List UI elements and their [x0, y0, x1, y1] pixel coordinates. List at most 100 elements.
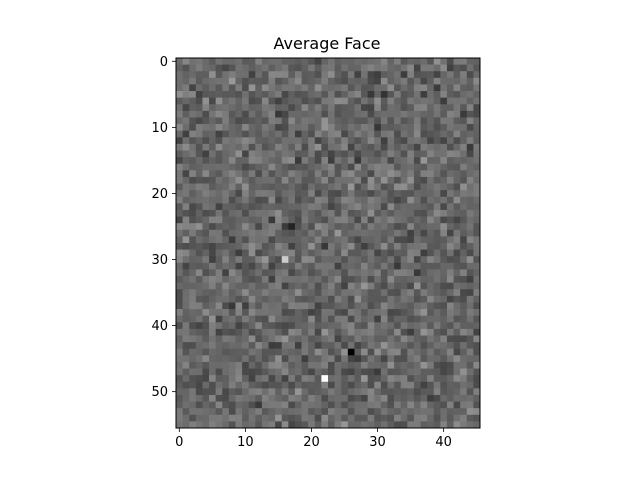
- heatmap-cell: [281, 408, 289, 416]
- heatmap-cell: [413, 269, 421, 277]
- heatmap-cell: [195, 401, 203, 409]
- heatmap-cell: [228, 368, 236, 376]
- heatmap-cell: [453, 276, 461, 283]
- heatmap-cell: [446, 381, 454, 389]
- heatmap-cell: [466, 348, 474, 356]
- heatmap-cell: [374, 183, 382, 191]
- heatmap-cell: [446, 71, 454, 79]
- heatmap-cell: [261, 328, 269, 336]
- heatmap-cell: [215, 249, 223, 257]
- heatmap-cell: [261, 309, 269, 317]
- heatmap-cell: [215, 295, 223, 303]
- heatmap-cell: [334, 196, 342, 204]
- heatmap-cell: [460, 243, 468, 250]
- heatmap-cell: [235, 282, 243, 290]
- heatmap-cell: [182, 355, 190, 363]
- heatmap-cell: [176, 203, 183, 211]
- heatmap-cell: [268, 170, 276, 178]
- heatmap-cell: [308, 421, 316, 429]
- heatmap-cell: [209, 196, 216, 204]
- heatmap-cell: [209, 381, 216, 389]
- heatmap-cell: [341, 243, 349, 250]
- heatmap-cell: [281, 110, 289, 118]
- heatmap-cell: [460, 408, 468, 416]
- heatmap-cell: [321, 295, 329, 303]
- heatmap-cell: [440, 368, 448, 376]
- heatmap-cell: [176, 388, 183, 396]
- heatmap-cell: [248, 77, 256, 85]
- heatmap-cell: [453, 421, 461, 429]
- heatmap-cell: [354, 58, 362, 65]
- heatmap-cell: [354, 249, 362, 257]
- heatmap-cell: [394, 408, 402, 416]
- heatmap-cell: [268, 143, 276, 151]
- heatmap-cell: [427, 236, 435, 244]
- heatmap-cell: [288, 348, 296, 356]
- heatmap-cell: [400, 209, 408, 217]
- heatmap-cell: [367, 130, 375, 138]
- heatmap-cell: [281, 216, 289, 224]
- heatmap-cell: [301, 58, 309, 65]
- heatmap-cell: [453, 137, 461, 145]
- heatmap-cell: [354, 150, 362, 158]
- heatmap-cell: [433, 375, 441, 383]
- heatmap-cell: [176, 309, 183, 317]
- heatmap-cell: [446, 143, 454, 151]
- heatmap-cell: [308, 77, 316, 85]
- heatmap-cell: [281, 209, 289, 217]
- heatmap-cell: [387, 190, 395, 198]
- heatmap-cell: [195, 170, 203, 178]
- heatmap-cell: [176, 401, 183, 409]
- heatmap-cell: [228, 388, 236, 396]
- heatmap-cell: [228, 130, 236, 138]
- heatmap-cell: [394, 104, 402, 112]
- heatmap-cell: [294, 71, 302, 79]
- heatmap-cell: [209, 355, 216, 363]
- heatmap-cell: [407, 190, 415, 198]
- heatmap-cell: [367, 282, 375, 290]
- heatmap-cell: [440, 249, 448, 257]
- heatmap-cell: [334, 137, 342, 145]
- heatmap-cell: [334, 223, 342, 231]
- heatmap-cell: [374, 137, 382, 145]
- heatmap-cell: [387, 71, 395, 79]
- heatmap-cell: [228, 77, 236, 85]
- heatmap-cell: [268, 309, 276, 317]
- heatmap-cell: [248, 249, 256, 257]
- heatmap-cell: [235, 408, 243, 416]
- heatmap-cell: [301, 269, 309, 277]
- heatmap-cell: [248, 289, 256, 297]
- heatmap-cell: [209, 282, 216, 290]
- heatmap-cell: [261, 229, 269, 237]
- heatmap-cell: [367, 196, 375, 204]
- heatmap-cell: [189, 190, 197, 198]
- heatmap-cell: [275, 401, 283, 409]
- heatmap-cell: [248, 414, 256, 422]
- heatmap-cell: [308, 401, 316, 409]
- heatmap-cell: [209, 414, 216, 422]
- heatmap-cell: [394, 249, 402, 257]
- heatmap-cell: [176, 130, 183, 138]
- heatmap-cell: [314, 58, 322, 65]
- heatmap-cell: [235, 117, 243, 125]
- heatmap-cell: [413, 71, 421, 79]
- heatmap-cell: [400, 163, 408, 171]
- heatmap-cell: [202, 163, 210, 171]
- heatmap-cell: [380, 203, 388, 211]
- heatmap-cell: [228, 335, 236, 343]
- heatmap-cell: [440, 315, 448, 323]
- heatmap-cell: [281, 309, 289, 317]
- heatmap-cell: [334, 381, 342, 389]
- heatmap-cell: [473, 104, 481, 112]
- heatmap-cell: [301, 256, 309, 264]
- heatmap-cell: [407, 163, 415, 171]
- heatmap-cell: [321, 84, 329, 92]
- heatmap-cell: [202, 401, 210, 409]
- heatmap-cell: [420, 381, 428, 389]
- heatmap-cell: [460, 421, 468, 429]
- heatmap-cell: [228, 249, 236, 257]
- heatmap-cell: [367, 163, 375, 171]
- heatmap-cell: [361, 361, 368, 369]
- heatmap-cell: [473, 421, 481, 429]
- heatmap-cell: [367, 91, 375, 98]
